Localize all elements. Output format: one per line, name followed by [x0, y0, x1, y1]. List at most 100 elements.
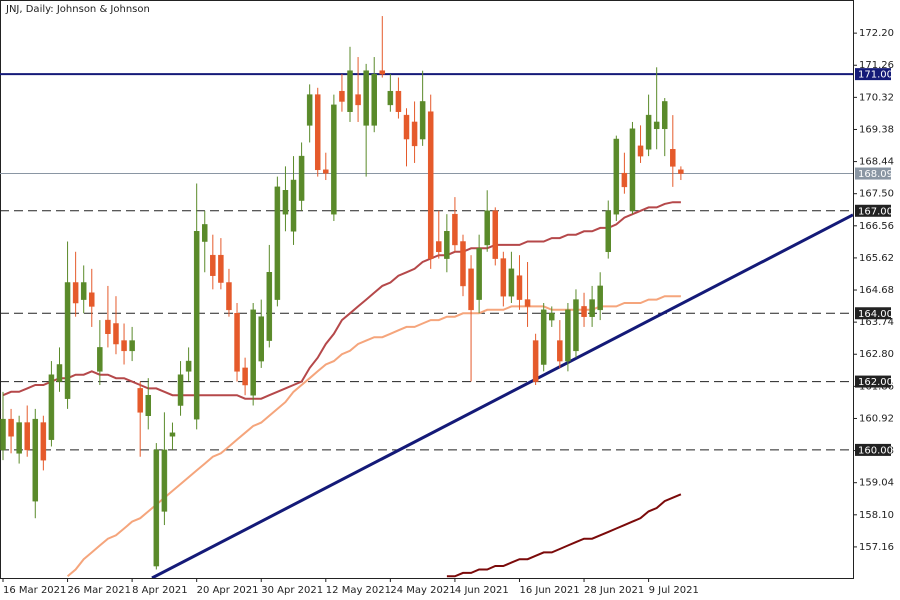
candle-body	[565, 309, 571, 362]
candle-body	[339, 90, 345, 102]
candle-body	[653, 121, 660, 130]
candle-body	[242, 367, 248, 386]
candle-body	[323, 169, 329, 174]
y-tick-label: 171.26	[859, 60, 894, 71]
candle-body	[436, 241, 442, 253]
candle-body	[557, 340, 563, 362]
y-tick-label: 158.10	[859, 510, 894, 521]
candle-body	[218, 254, 224, 283]
candle-body	[387, 90, 394, 106]
candle-body	[637, 145, 644, 157]
level-label-box	[855, 443, 891, 456]
y-tick-label: 169.38	[859, 124, 894, 135]
candle-body	[185, 360, 192, 372]
level-label-box	[855, 375, 891, 388]
plot-frame	[0, 0, 854, 579]
current-price-label: 168.09	[858, 169, 893, 180]
x-tick-label: 30 Apr 2021	[261, 585, 323, 596]
moving-average	[2, 201, 681, 400]
candle-body	[532, 340, 539, 382]
candle-body	[452, 213, 458, 246]
level-label-box	[855, 204, 891, 217]
candle-body	[193, 231, 200, 420]
candle-body	[395, 90, 402, 112]
candle-body	[500, 258, 507, 297]
candle-body	[524, 299, 531, 307]
candle-body	[581, 306, 587, 317]
candle-body	[613, 138, 620, 215]
y-tick-label: 165.62	[859, 253, 894, 264]
x-tick-label: 26 Mar 2021	[68, 585, 131, 596]
candle-body	[0, 418, 6, 451]
y-tick-label: 167.50	[859, 189, 894, 200]
y-tick-label: 162.80	[859, 349, 894, 360]
candle-body	[403, 114, 410, 140]
level-label-box	[855, 68, 891, 81]
candle-body	[24, 422, 30, 451]
y-tick-label: 170.32	[859, 92, 894, 103]
candle-body	[282, 190, 289, 215]
candle-body	[113, 323, 119, 345]
y-tick-label: 172.20	[859, 28, 894, 39]
chart-title: JNJ, Daily: Johnson & Johnson	[5, 4, 150, 15]
candle-body	[145, 394, 152, 416]
candle-body	[597, 285, 603, 311]
candle-body	[250, 309, 256, 396]
candle-body	[355, 94, 361, 106]
candle-body	[80, 282, 87, 300]
x-tick-label: 20 Apr 2021	[197, 585, 259, 596]
candle-body	[670, 149, 676, 167]
candle-body	[226, 282, 232, 311]
candle-body	[8, 418, 14, 437]
x-tick-label: 8 Apr 2021	[132, 585, 187, 596]
level-label: 164.00	[858, 309, 893, 320]
candle-body	[427, 111, 434, 259]
x-tick-label: 24 May 2021	[390, 585, 455, 596]
candle-body	[290, 179, 297, 232]
candle-body	[468, 268, 474, 311]
candle-body	[411, 121, 418, 147]
candle-body	[56, 364, 63, 382]
candle-body	[331, 104, 337, 215]
candle-body	[589, 299, 595, 317]
candle-body	[605, 210, 611, 253]
x-tick-label: 4 Jun 2021	[455, 585, 509, 596]
level-label: 167.00	[858, 206, 893, 217]
current-price-box	[855, 167, 891, 180]
candle-body	[484, 210, 490, 246]
candle-body	[97, 347, 103, 372]
candle-body	[16, 422, 22, 454]
candle-body	[153, 449, 160, 567]
candle-body	[419, 101, 426, 140]
candle-body	[169, 432, 176, 437]
candle-body	[306, 94, 313, 126]
candle-body	[476, 248, 482, 300]
candle-body	[48, 374, 55, 440]
candle-body	[508, 268, 515, 297]
candle-body	[573, 299, 579, 352]
candle-body	[661, 101, 668, 130]
candle-body	[371, 73, 377, 126]
candle-body	[210, 254, 216, 276]
y-tick-label: 166.56	[859, 221, 894, 232]
candle-body	[629, 128, 636, 212]
candle-body	[177, 374, 184, 406]
candle-body	[40, 422, 47, 461]
level-label: 171.00	[858, 70, 893, 81]
candle-body	[492, 210, 499, 259]
candle-body	[274, 186, 281, 300]
candle-body	[266, 272, 273, 341]
candle-body	[121, 340, 127, 352]
candle-body	[234, 313, 240, 372]
candle-body	[347, 70, 353, 112]
level-label-box	[855, 307, 891, 320]
candle-body	[137, 388, 143, 413]
moving-average	[446, 493, 682, 578]
y-tick-label: 168.44	[859, 157, 894, 168]
trendline	[151, 213, 853, 578]
y-tick-label: 157.16	[859, 542, 894, 553]
candle-body	[645, 114, 652, 150]
candle-body	[298, 155, 305, 201]
candle-body	[161, 449, 168, 512]
